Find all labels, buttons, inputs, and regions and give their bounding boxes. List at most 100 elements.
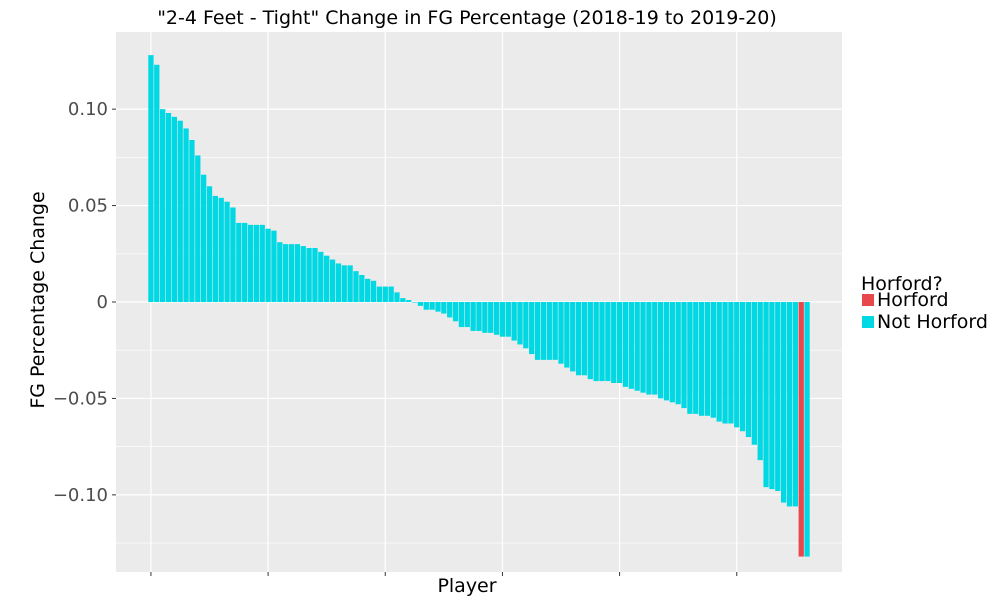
bar-player — [347, 265, 353, 302]
bar-player — [253, 224, 260, 302]
bar-player — [447, 302, 453, 318]
bar-player — [511, 302, 517, 341]
bar-player — [429, 302, 435, 310]
x-axis-ticks — [150, 572, 738, 576]
bar-player — [394, 292, 400, 302]
bar-player — [423, 302, 429, 310]
bar-player — [587, 302, 593, 380]
bar-player — [687, 302, 693, 414]
bar-player — [792, 302, 798, 507]
bar-player — [189, 140, 195, 302]
bar-player — [259, 224, 265, 302]
bar-player — [452, 302, 459, 322]
bar-player — [570, 302, 576, 372]
bar-player — [183, 128, 189, 302]
y-axis-ticks: 0.10 0.05 0 −0.05 −0.10 — [53, 99, 116, 506]
bar-player — [517, 302, 523, 345]
bar-player — [242, 222, 248, 302]
y-tick-label: 0.05 — [68, 196, 108, 217]
bar-player — [247, 224, 254, 302]
bar-player — [622, 302, 629, 387]
bar-player — [493, 302, 500, 335]
bar-player — [171, 116, 177, 302]
y-axis-title: FG Percentage Change — [27, 191, 49, 408]
bar-player — [640, 302, 646, 393]
bar-player — [499, 302, 506, 337]
bar-player — [353, 271, 359, 302]
bar-player — [698, 302, 705, 416]
bar-player — [406, 300, 412, 302]
bar-player — [160, 109, 166, 303]
bar-player — [681, 302, 687, 409]
bar-player — [646, 302, 652, 395]
bar-player — [359, 275, 365, 302]
bar-player — [376, 286, 383, 302]
legend-swatch-horford — [862, 294, 874, 306]
bar-player — [763, 302, 769, 488]
bar-player — [382, 286, 388, 302]
bar-player — [300, 246, 306, 302]
bar-player — [599, 302, 605, 382]
bar-player — [201, 174, 207, 302]
bar-player — [288, 244, 295, 302]
bar-player — [212, 195, 219, 302]
bar-player — [388, 286, 394, 302]
bar-horford — [798, 302, 804, 557]
bar-player — [318, 251, 324, 302]
bar-player — [277, 242, 283, 302]
bar-player — [575, 302, 582, 376]
bar-player — [757, 302, 763, 461]
bar-player — [564, 302, 570, 368]
bar-player — [581, 302, 588, 376]
bar-player — [786, 302, 793, 507]
bar-player — [710, 302, 716, 418]
bar-player — [177, 120, 183, 302]
legend-swatch-not-horford — [862, 316, 874, 328]
bar-player — [206, 186, 213, 302]
bar-player — [540, 302, 547, 360]
bar-player — [265, 228, 271, 302]
bar-player — [324, 255, 330, 302]
bar-player — [329, 259, 336, 302]
bar-player — [306, 248, 312, 302]
bar-player — [411, 302, 418, 303]
bar-player — [341, 265, 347, 302]
bar-player — [464, 302, 470, 328]
bar-player — [616, 302, 623, 383]
bar-player — [611, 302, 617, 383]
bar-player — [628, 302, 634, 389]
bar-player — [558, 302, 564, 364]
bar-player — [154, 64, 160, 303]
bar-player — [195, 155, 201, 302]
bar-player — [663, 302, 670, 401]
bar-player — [775, 302, 781, 491]
bar-player — [652, 302, 658, 395]
bar-player — [224, 201, 230, 302]
bar-player — [552, 302, 558, 360]
bar-player — [734, 302, 740, 428]
bar-player — [365, 278, 371, 302]
bar-player — [283, 244, 289, 302]
bar-player — [534, 302, 541, 360]
bar-player — [804, 302, 810, 557]
bar-player — [236, 222, 242, 302]
bar-player — [716, 302, 722, 422]
bar-player — [769, 302, 775, 490]
y-tick-label: 0.10 — [68, 99, 108, 120]
bar-player — [488, 302, 494, 333]
y-tick-label: −0.10 — [53, 485, 108, 506]
bar-player — [370, 280, 377, 302]
bar-player — [230, 207, 236, 302]
y-tick-label: −0.05 — [53, 388, 108, 409]
legend-label-not-horford: Not Horford — [877, 311, 988, 333]
bar-player — [722, 302, 728, 424]
bar-player — [417, 302, 424, 306]
bar-player — [669, 302, 675, 403]
legend-label-horford: Horford — [877, 289, 949, 311]
bars — [148, 55, 810, 557]
bar-player — [634, 302, 640, 391]
bar-player — [745, 302, 752, 437]
bar-player — [218, 197, 224, 302]
bar-player — [605, 302, 611, 382]
